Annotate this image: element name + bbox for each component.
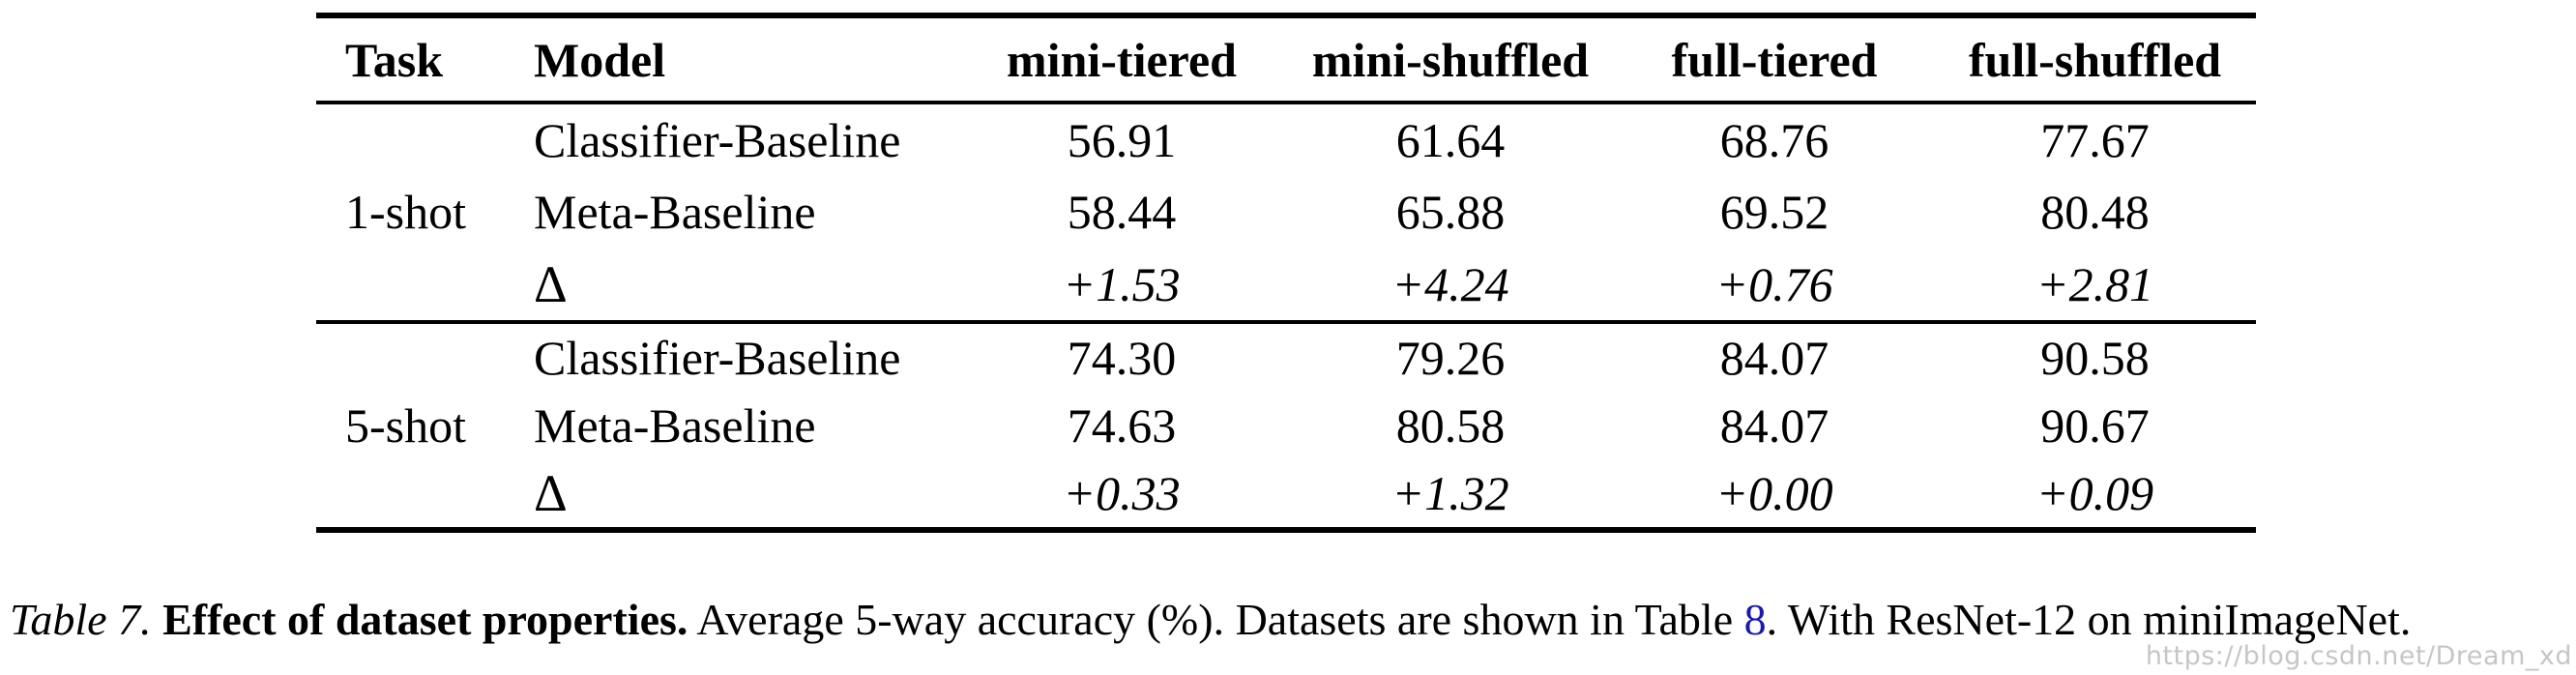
value-cell: 74.30 — [1067, 330, 1177, 385]
table-group-5shot: 5-shot Classifier-Baseline 74.30 79.26 8… — [316, 324, 2256, 527]
task-label: 1-shot — [345, 185, 466, 240]
value-cell: 69.52 — [1719, 185, 1830, 240]
value-cell: 77.67 — [2040, 113, 2150, 168]
column-header-mini-tiered: mini-tiered — [1007, 32, 1237, 87]
model-name: Classifier-Baseline — [534, 330, 901, 385]
table-caption: Table 7. Effect of dataset properties. A… — [10, 586, 2572, 653]
value-cell: 80.48 — [2040, 185, 2150, 240]
group-separator-rule — [316, 319, 2256, 324]
model-name: Classifier-Baseline — [534, 113, 901, 168]
watermark: https://blog.csdn.net/Dream_xd — [2145, 641, 2572, 671]
column-header-mini-shuffled: mini-shuffled — [1311, 32, 1590, 87]
delta-value-cell: +0.76 — [1715, 256, 1833, 311]
delta-symbol: Δ — [534, 254, 568, 313]
value-cell: 68.76 — [1719, 113, 1830, 168]
value-cell: 58.44 — [1067, 185, 1177, 240]
caption-label: Table 7. — [10, 595, 152, 644]
value-cell: 80.58 — [1395, 397, 1506, 453]
header-separator-rule — [316, 101, 2256, 104]
column-header-full-tiered: full-tiered — [1671, 32, 1878, 87]
model-name: Meta-Baseline — [534, 397, 816, 453]
column-header-model: Model — [534, 32, 666, 87]
column-header-task: Task — [345, 32, 444, 87]
table-top-rule — [316, 13, 2256, 18]
delta-value-cell: +0.00 — [1715, 465, 1833, 520]
value-cell: 56.91 — [1067, 113, 1177, 168]
delta-value-cell: +4.24 — [1391, 256, 1509, 311]
delta-value-cell: +0.09 — [2035, 465, 2154, 520]
caption-title: Effect of dataset properties. — [162, 595, 688, 644]
table-group-1shot: 1-shot Classifier-Baseline 56.91 61.64 6… — [316, 104, 2256, 320]
table-header-row: Task Model mini-tiered mini-shuffled ful… — [316, 18, 2256, 101]
model-name: Meta-Baseline — [534, 185, 816, 240]
value-cell: 84.07 — [1719, 397, 1830, 453]
value-cell: 61.64 — [1395, 113, 1506, 168]
delta-value-cell: +0.33 — [1063, 465, 1181, 520]
value-cell: 84.07 — [1719, 330, 1830, 385]
value-cell: 65.88 — [1395, 185, 1506, 240]
delta-symbol: Δ — [534, 463, 568, 522]
table-bottom-rule — [316, 526, 2256, 533]
column-header-full-shuffled: full-shuffled — [1968, 32, 2222, 87]
caption-text: Average 5-way accuracy (%). Datasets are… — [696, 595, 1734, 644]
value-cell: 74.63 — [1067, 397, 1177, 453]
value-cell: 90.58 — [2040, 330, 2150, 385]
value-cell: 79.26 — [1395, 330, 1506, 385]
results-table: Task Model mini-tiered mini-shuffled ful… — [316, 13, 2256, 533]
task-label: 5-shot — [345, 397, 466, 453]
caption-text: . With ResNet-12 on miniImageNet. — [1766, 595, 2412, 644]
value-cell: 90.67 — [2040, 397, 2150, 453]
delta-value-cell: +1.53 — [1063, 256, 1181, 311]
table-8-link[interactable]: 8 — [1743, 595, 1767, 644]
delta-value-cell: +1.32 — [1391, 465, 1509, 520]
delta-value-cell: +2.81 — [2035, 256, 2154, 311]
